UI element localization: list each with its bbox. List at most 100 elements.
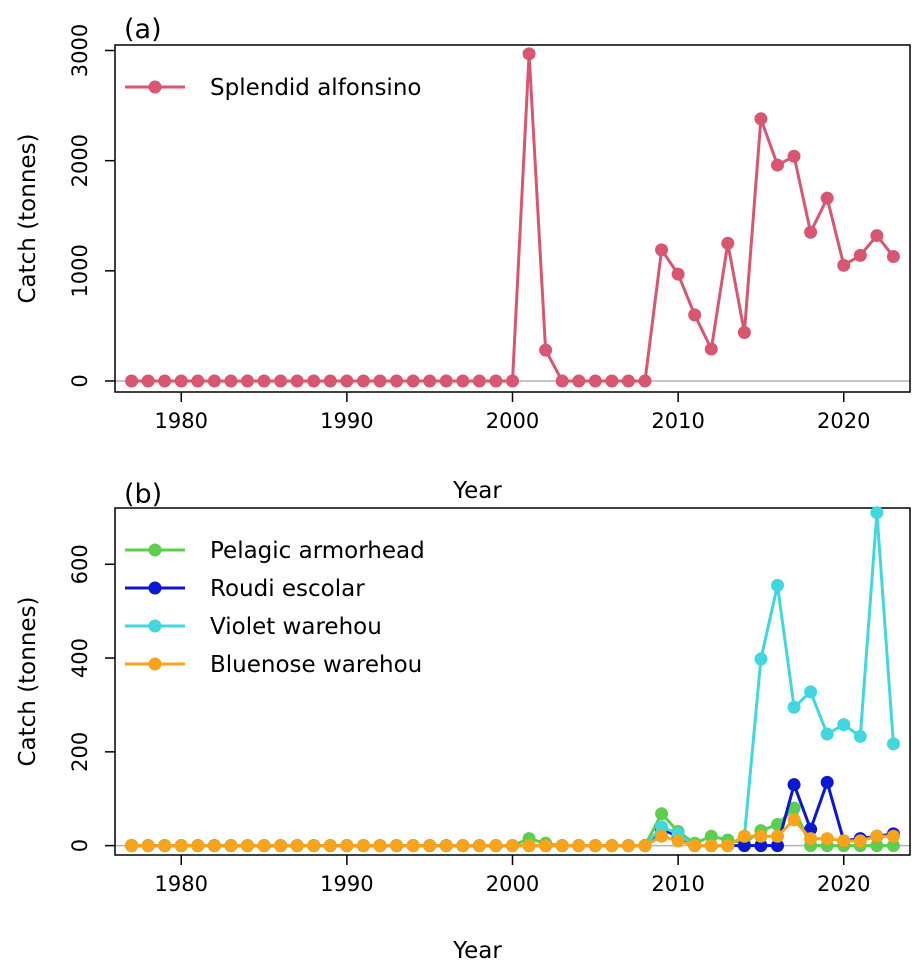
data-point	[886, 829, 900, 843]
data-point	[307, 374, 321, 388]
data-point	[158, 839, 172, 853]
data-point	[141, 374, 155, 388]
data-point	[688, 308, 702, 322]
y-tick-label: 600	[68, 544, 92, 584]
data-point	[307, 839, 321, 853]
data-point	[886, 250, 900, 264]
data-point	[522, 47, 536, 61]
data-point	[125, 839, 139, 853]
data-point	[621, 839, 635, 853]
data-point	[820, 191, 834, 205]
data-point	[456, 839, 470, 853]
data-point	[323, 839, 337, 853]
legend: Splendid alfonsino	[125, 75, 421, 101]
data-point	[373, 374, 387, 388]
data-point	[224, 839, 238, 853]
data-point	[257, 839, 271, 853]
data-point	[439, 374, 453, 388]
data-point	[771, 158, 784, 172]
x-tick-label: 2010	[651, 872, 704, 896]
data-point	[853, 248, 867, 262]
data-point	[489, 374, 503, 388]
legend: Pelagic armorhead Roudi escolar Violet war…	[125, 538, 425, 678]
data-point	[787, 778, 801, 792]
data-point	[125, 374, 139, 388]
x-axis-title: Year	[452, 938, 502, 964]
data-point	[820, 727, 834, 741]
data-point	[886, 839, 900, 853]
legend-marker	[148, 80, 162, 94]
data-point	[356, 839, 370, 853]
data-point	[671, 267, 685, 281]
data-point	[704, 829, 718, 843]
panel-b: 1980 1990 2000 2010 2020 0 200 400 600 Year Catch …	[15, 479, 911, 964]
data-point	[787, 149, 801, 163]
data-point	[655, 807, 669, 821]
data-point	[489, 839, 503, 853]
data-point	[605, 839, 619, 853]
data-point	[257, 374, 271, 388]
y-axis-title: Catch (tonnes)	[15, 596, 41, 766]
data-point	[754, 829, 768, 843]
data-point	[771, 839, 784, 853]
data-point	[588, 374, 602, 388]
data-point	[704, 839, 718, 853]
series-splendid-alfonsino	[125, 47, 900, 388]
x-tick-label: 1990	[320, 409, 373, 433]
data-point	[688, 839, 702, 853]
data-point	[655, 243, 669, 257]
data-point	[787, 700, 801, 714]
data-point	[804, 822, 818, 836]
data-point	[754, 839, 768, 853]
data-point	[390, 839, 404, 853]
data-point	[870, 829, 884, 843]
data-point	[870, 229, 884, 243]
data-point	[373, 839, 387, 853]
data-point	[853, 834, 867, 848]
data-point	[555, 374, 569, 388]
x-tick-label: 1980	[155, 872, 208, 896]
data-point	[439, 839, 453, 853]
data-point	[191, 374, 205, 388]
data-point	[406, 374, 420, 388]
legend-marker	[148, 543, 162, 557]
series-line	[131, 52, 895, 383]
data-point	[290, 839, 304, 853]
data-point	[506, 374, 519, 388]
data-point	[572, 374, 586, 388]
data-point	[638, 374, 652, 388]
panel-label: (a)	[124, 14, 162, 45]
data-point	[886, 737, 900, 751]
data-point	[771, 818, 784, 832]
data-point	[340, 839, 354, 853]
y-tick-label: 0	[68, 374, 92, 387]
data-point	[853, 729, 867, 743]
data-point	[837, 834, 851, 848]
data-point	[241, 839, 254, 853]
data-point	[423, 839, 437, 853]
data-point	[721, 236, 735, 250]
data-point	[506, 839, 519, 853]
data-point	[804, 832, 818, 846]
legend-marker	[148, 657, 162, 671]
data-point	[274, 839, 288, 853]
legend-label: Roudi escolar	[210, 576, 365, 602]
data-point	[555, 839, 569, 853]
data-point	[423, 374, 437, 388]
y-tick-label: 0	[68, 839, 92, 852]
data-point	[158, 374, 172, 388]
data-point	[754, 112, 768, 126]
data-point	[141, 839, 155, 853]
data-point	[737, 839, 751, 853]
data-point	[837, 258, 851, 272]
legend-label: Violet warehou	[210, 614, 382, 640]
data-point	[572, 839, 586, 853]
data-point	[820, 775, 834, 789]
data-point	[241, 374, 254, 388]
data-point	[522, 839, 536, 853]
y-tick-label: 400	[68, 638, 92, 678]
data-point	[539, 839, 553, 853]
data-point	[224, 374, 238, 388]
x-axis-title: Year	[452, 478, 502, 504]
